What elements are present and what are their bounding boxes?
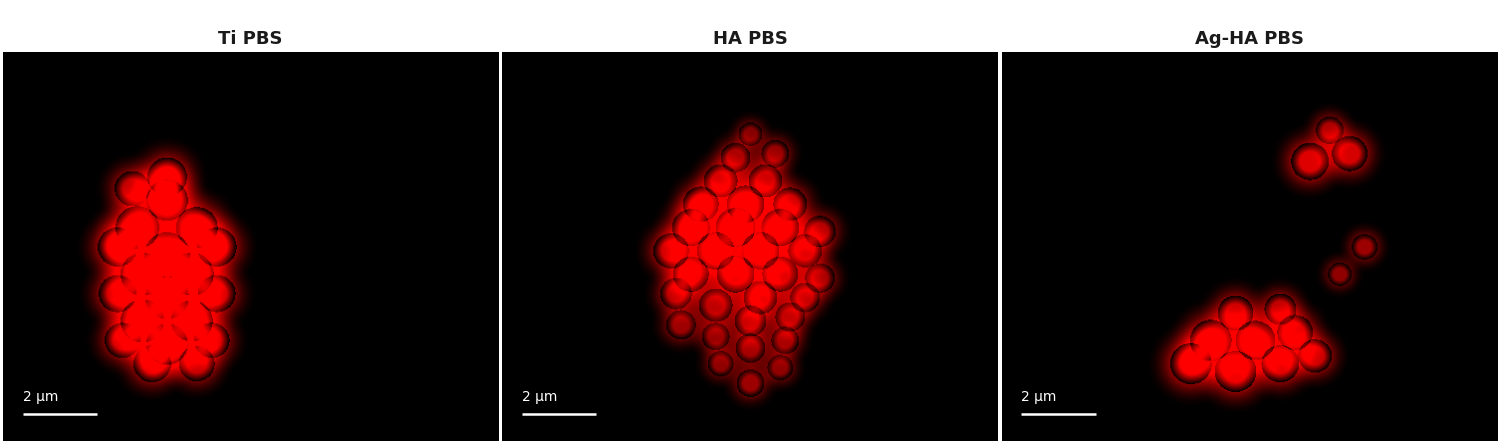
Text: 2 μm: 2 μm (1022, 390, 1058, 404)
Text: Ag-HA PBS: Ag-HA PBS (1196, 30, 1304, 48)
Text: 2 μm: 2 μm (22, 390, 58, 404)
Text: HA PBS: HA PBS (712, 30, 788, 48)
Text: Ti PBS: Ti PBS (219, 30, 284, 48)
Text: 2 μm: 2 μm (522, 390, 558, 404)
